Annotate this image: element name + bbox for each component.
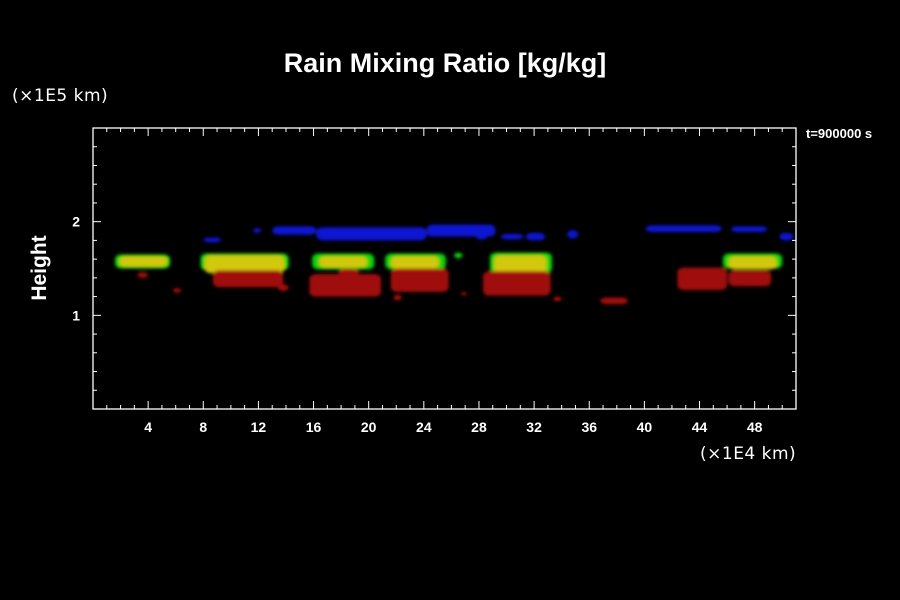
region-high-32 <box>393 294 402 301</box>
region-low-0 <box>203 237 222 243</box>
x-axis-multiplier: (×1E4 km) <box>700 444 797 464</box>
region-mid_high-21 <box>319 256 368 268</box>
region-low-7 <box>525 232 546 241</box>
region-low-11 <box>779 232 794 241</box>
region-mid_high-19 <box>119 256 168 267</box>
region-low-8 <box>567 230 579 239</box>
region-high-29 <box>309 274 382 297</box>
region-mid_high-24 <box>728 256 777 270</box>
region-mid_high-20 <box>204 255 285 274</box>
region-high-27 <box>212 270 284 288</box>
region-low-2 <box>272 226 317 235</box>
y-tick-label-2: 2 <box>72 214 80 230</box>
field-regions <box>115 224 794 305</box>
y-axis-multiplier: (×1E5 km) <box>12 86 109 106</box>
region-high-30 <box>338 268 360 280</box>
x-tick-label-16: 16 <box>306 419 322 435</box>
region-high-28 <box>277 284 289 291</box>
x-tick-label-12: 12 <box>251 419 267 435</box>
region-low-5 <box>476 235 488 240</box>
region-high-36 <box>600 297 628 305</box>
region-low-6 <box>501 233 524 240</box>
axes-frame <box>92 127 797 410</box>
region-high-37 <box>677 267 728 291</box>
region-low-1 <box>252 228 262 233</box>
time-label: t=900000 s <box>806 126 873 141</box>
region-low-3 <box>316 227 427 241</box>
x-tick-label-8: 8 <box>199 419 207 435</box>
region-low-4 <box>426 224 496 237</box>
x-tick-label-4: 4 <box>144 419 152 435</box>
region-high-33 <box>461 291 467 296</box>
region-high-25 <box>137 272 149 278</box>
x-tick-label-48: 48 <box>747 419 763 435</box>
x-tick-label-24: 24 <box>416 419 432 435</box>
region-mid_low-16 <box>454 252 463 259</box>
x-tick-label-32: 32 <box>526 419 542 435</box>
region-high-34 <box>483 271 551 296</box>
x-tick-label-36: 36 <box>581 419 597 435</box>
region-high-35 <box>553 296 562 302</box>
x-tick-label-28: 28 <box>471 419 487 435</box>
region-low-10 <box>731 226 768 232</box>
region-low-9 <box>645 225 722 232</box>
x-tick-label-40: 40 <box>637 419 653 435</box>
region-high-26 <box>172 288 182 293</box>
chart-title: Rain Mixing Ratio [kg/kg] <box>283 48 607 78</box>
x-tick-label-44: 44 <box>692 419 708 435</box>
region-mid_high-22 <box>390 256 439 269</box>
y-tick-label-1: 1 <box>72 307 80 323</box>
region-high-38 <box>728 270 772 287</box>
region-mid_high-23 <box>494 255 547 274</box>
region-high-31 <box>390 268 449 292</box>
x-tick-label-20: 20 <box>361 419 377 435</box>
